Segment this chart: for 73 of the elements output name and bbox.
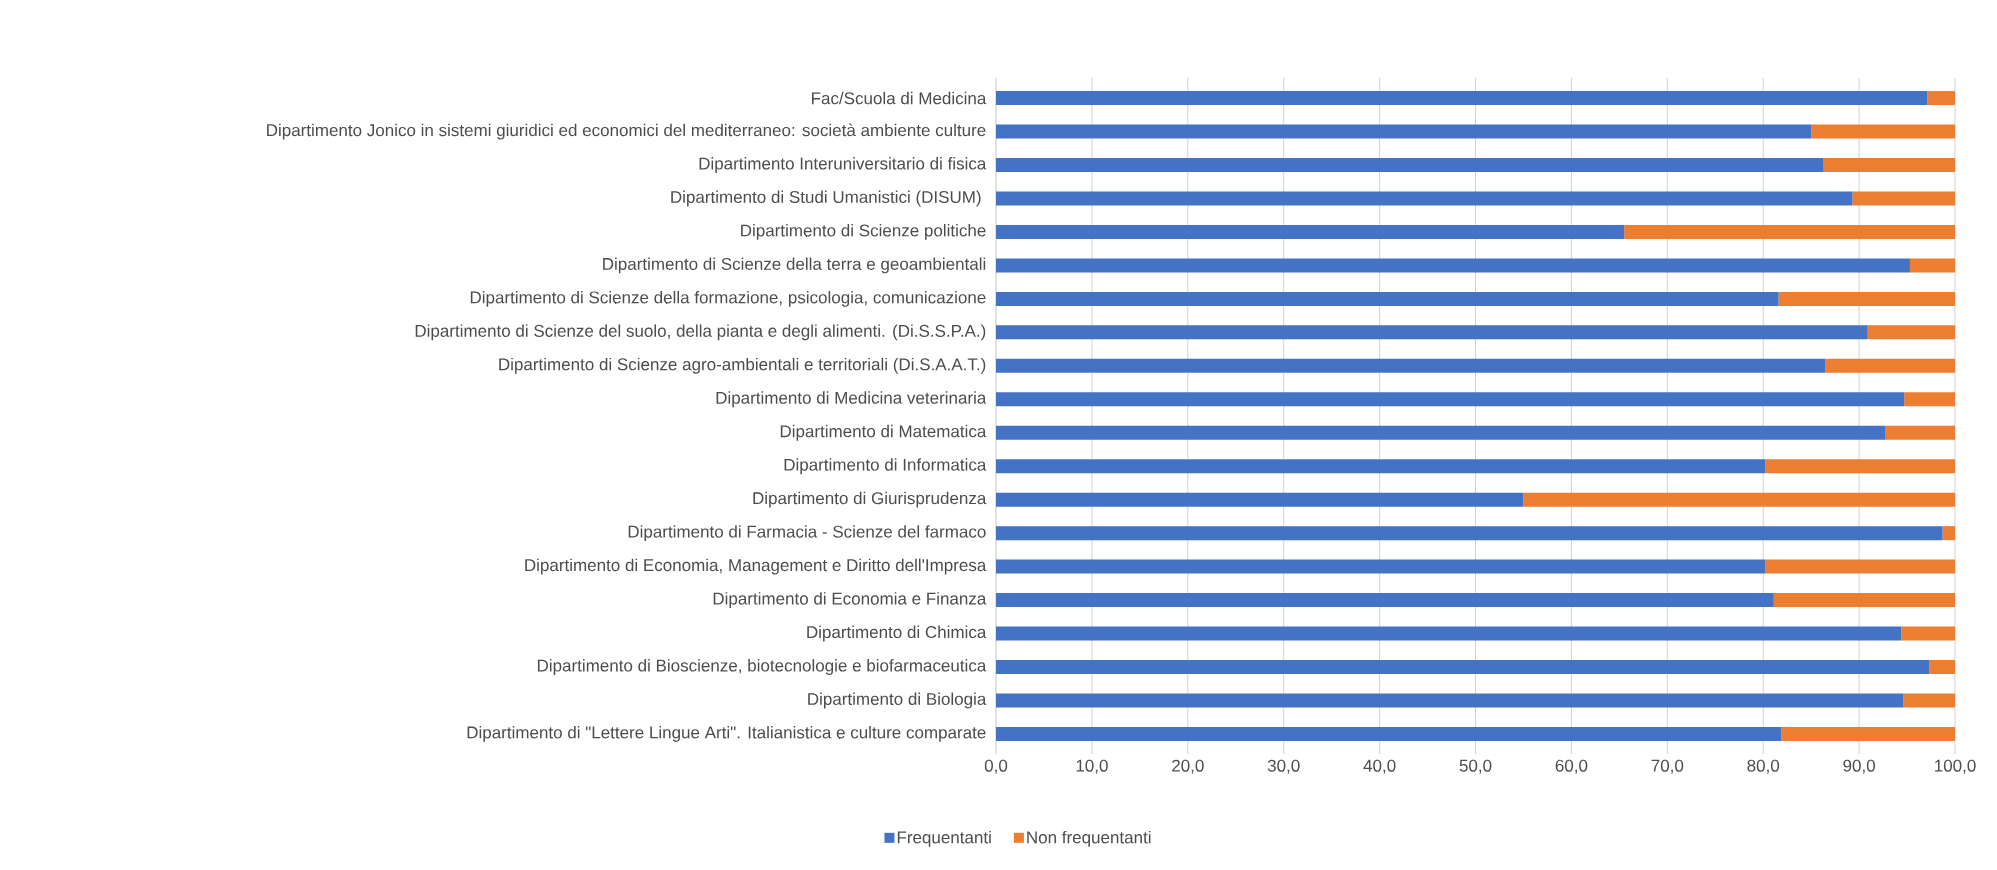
y-tick-label: Dipartimento di Studi Umanistici (DISUM): [671, 190, 981, 207]
y-tick-label: Dipartimento Interuniversitario di fisica: [699, 157, 987, 173]
x-tick-label: 0,0: [984, 759, 1008, 774]
x-tick-label: 70,0: [1651, 759, 1684, 774]
bar: [996, 693, 1904, 708]
bar: [996, 258, 1910, 273]
y-tick-label: Dipartimento di Matematica: [780, 424, 987, 441]
x-tick-label: 100,0: [1935, 759, 1976, 774]
bar: [1867, 325, 1956, 340]
bar: [1811, 124, 1956, 139]
x-tick-label: 20,0: [1172, 759, 1204, 774]
bar: [1765, 459, 1956, 474]
y-tick-label: Dipartimento di Biologia: [808, 692, 987, 709]
y-tick-label: Dipartimento di Economia e Finanza: [713, 592, 987, 608]
y-tick-label: Fac/Scuola di Medicina: [811, 91, 987, 105]
bar: [1904, 392, 1956, 407]
y-tick-label: Dipartimento di Medicina veterinaria: [716, 391, 987, 408]
y-tick-label: Dipartimento di Scienze della formazione, psicologia, comunicazione: [470, 290, 986, 307]
legend-label: Non frequentanti: [1027, 830, 1151, 847]
legend-label: Frequentanti: [897, 830, 991, 847]
x-tick-label: 30,0: [1267, 759, 1300, 774]
y-tick-label: Dipartimento di Giurisprudenza: [753, 491, 987, 508]
bar: [1523, 492, 1956, 507]
bar: [1942, 526, 1956, 541]
y-tick-label: Dipartimento di Scienze del suolo, della pianta e degli alimenti. (Di.S.S.P.A.): [415, 324, 986, 341]
bar: [996, 291, 1779, 306]
y-tick-label: Dipartimento di Informatica: [784, 458, 987, 475]
bar: [1929, 660, 1956, 674]
bar: [1778, 291, 1956, 306]
bar: [1927, 91, 1956, 106]
bar: [1773, 593, 1956, 608]
bar: [996, 425, 1886, 440]
x-tick-label: 60,0: [1555, 759, 1588, 774]
y-tick-label: Dipartimento di Scienze della terra e geoambientali: [603, 257, 986, 274]
bar: [996, 626, 1902, 641]
bar: [1852, 191, 1956, 206]
y-tick-label: Dipartimento di Scienze politiche: [741, 224, 986, 240]
bar: [996, 224, 1625, 239]
y-tick-label: Dipartimento di Scienze agro-ambientali e territoriali (Di.S.A.A.T.): [499, 357, 986, 374]
bar: [996, 559, 1766, 574]
bar: [996, 660, 1930, 674]
bar: [996, 459, 1766, 474]
y-tick-label: Dipartimento di Farmacia - Scienze del farmaco: [628, 525, 986, 542]
bar: [1909, 258, 1956, 273]
x-tick-label: 50,0: [1459, 759, 1492, 774]
bar: [1901, 626, 1956, 641]
bar: [996, 492, 1524, 507]
bar: [1885, 425, 1956, 440]
bar: [1825, 358, 1956, 373]
bar: [996, 158, 1824, 173]
bar: [996, 526, 1943, 541]
bar: [1903, 693, 1956, 708]
x-tick-label: 80,0: [1747, 759, 1780, 774]
bar: [1823, 158, 1956, 173]
x-tick-label: 40,0: [1363, 759, 1396, 774]
bar: [996, 358, 1826, 373]
y-tick-label: Dipartimento Jonico in sistemi giuridici ed economici del mediterraneo: società ambiente culture: [267, 123, 986, 140]
y-tick-label: Dipartimento di Chimica: [807, 625, 987, 642]
bar: [1624, 224, 1956, 239]
bar: [996, 124, 1812, 139]
y-tick-label: Dipartimento di "Lettere Lingue Arti". Italianistica e culture comparate: [467, 726, 986, 742]
bar: [996, 91, 1928, 106]
bar: [996, 191, 1853, 206]
bar: [996, 392, 1905, 407]
y-tick-label: Dipartimento di Bioscienze, biotecnologie e biofarmaceutica: [537, 659, 987, 675]
bar: [1781, 726, 1956, 741]
bar: [996, 325, 1868, 340]
y-tick-label: Dipartimento di Economia, Management e Diritto dell'Impresa: [525, 558, 987, 575]
bar: [996, 593, 1774, 608]
x-tick-label: 90,0: [1843, 759, 1875, 774]
bar: [1765, 559, 1956, 574]
bar: [996, 726, 1782, 741]
x-tick-label: 10,0: [1076, 759, 1108, 774]
